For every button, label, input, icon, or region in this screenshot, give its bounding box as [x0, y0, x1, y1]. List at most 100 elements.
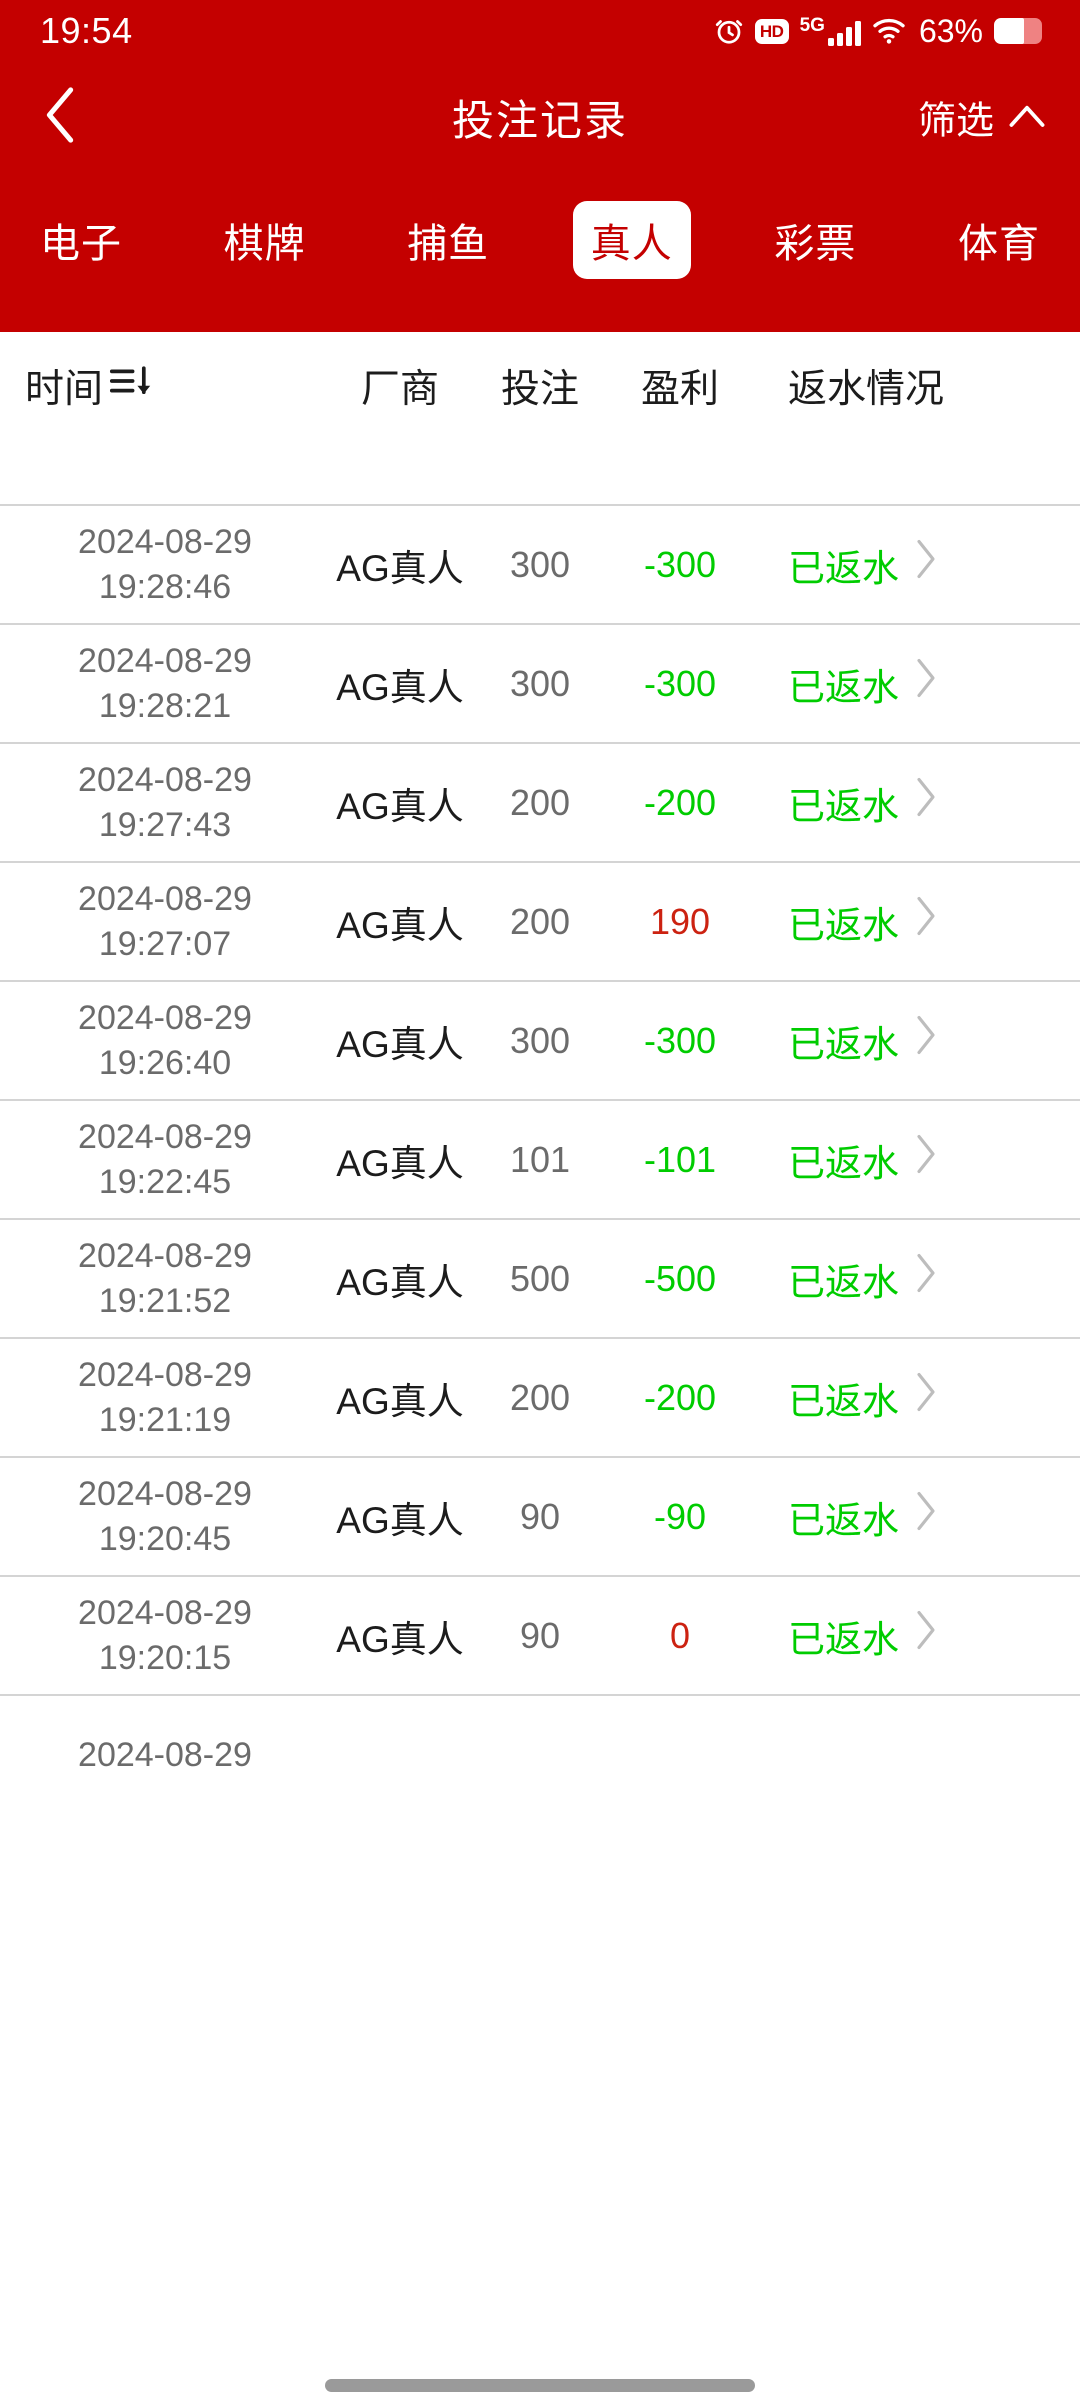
column-header-profit: 盈利	[640, 368, 719, 411]
cell-time-part: 19:28:46	[98, 567, 232, 606]
chevron-right-icon	[915, 1133, 937, 1182]
cell-maker: AG真人	[336, 904, 464, 946]
tab-dianzi[interactable]: 电子	[40, 222, 122, 266]
cell-profit: -101	[643, 1138, 717, 1180]
chevron-right-icon	[915, 1014, 937, 1063]
cell-profit: 190	[649, 900, 711, 942]
cell-rebate-status[interactable]: 已返水	[750, 1609, 1080, 1663]
column-header-rebate: 返水情况	[788, 368, 945, 411]
chevron-right-icon	[915, 657, 937, 706]
cell-profit: -200	[643, 1376, 717, 1418]
cell-time: 2024-08-29 19:21:19	[0, 1353, 330, 1443]
cell-profit: -500	[643, 1257, 717, 1299]
battery-percent-label: 63%	[918, 13, 983, 49]
cell-bet-amount: 200	[509, 1376, 571, 1418]
table-row[interactable]: 2024-08-29 19:26:40 AG真人 300 -300 已返水	[0, 982, 1080, 1101]
battery-icon	[994, 18, 1042, 44]
status-badge: 已返水	[788, 1023, 899, 1065]
cell-time: 2024-08-29 19:21:52	[0, 1234, 330, 1324]
cell-date-part: 2024-08-29	[78, 1736, 252, 1775]
table-row[interactable]: 2024-08-29 19:22:45 AG真人 101 -101 已返水	[0, 1101, 1080, 1220]
table-row[interactable]: 2024-08-29 19:27:07 AG真人 200 190 已返水	[0, 863, 1080, 982]
table-row[interactable]: 2024-08-29 19:27:43 AG真人 200 -200 已返水	[0, 744, 1080, 863]
cell-date-part: 2024-08-29	[78, 1593, 252, 1632]
column-header-bet: 投注	[500, 368, 579, 411]
cell-time: 2024-08-29 19:20:45	[0, 1472, 330, 1562]
cell-time: 2024-08-29	[0, 1733, 330, 1778]
back-button[interactable]	[26, 82, 96, 152]
table-row[interactable]: 2024-08-29 19:28:21 AG真人 300 -300 已返水	[0, 625, 1080, 744]
cell-maker: AG真人	[336, 785, 464, 827]
tab-qipai[interactable]: 棋牌	[223, 222, 306, 266]
status-badge: 已返水	[788, 666, 899, 708]
status-badge: 已返水	[788, 1142, 899, 1184]
table-row[interactable]: 19:29:35	[0, 440, 1080, 506]
cell-time: 2024-08-29 19:28:46	[0, 520, 330, 610]
cell-rebate-status[interactable]: 已返水	[750, 1014, 1080, 1068]
cell-rebate-status[interactable]: 已返水	[750, 1252, 1080, 1306]
cell-rebate-status[interactable]: 已返水	[750, 895, 1080, 949]
category-tabs: 电子 棋牌 捕鱼 真人 彩票 体育	[0, 190, 1080, 290]
cell-time-part: 19:20:45	[98, 1519, 232, 1558]
cell-maker: AG真人	[336, 1618, 464, 1660]
cell-date-part: 2024-08-29	[78, 1117, 252, 1156]
cell-time-part: 19:21:19	[98, 1400, 232, 1439]
status-badge: 已返水	[788, 1499, 899, 1541]
cell-bet-amount: 90	[519, 1614, 561, 1656]
cell-time: 2024-08-29 19:22:45	[0, 1115, 330, 1205]
cell-date-part: 2024-08-29	[78, 998, 252, 1037]
sort-descending-icon	[107, 361, 155, 411]
cell-date-part: 2024-08-29	[78, 1355, 252, 1394]
chevron-up-icon	[1008, 96, 1046, 139]
tab-tiyu[interactable]: 体育	[957, 222, 1040, 266]
cell-rebate-status[interactable]: 已返水	[750, 1371, 1080, 1425]
tab-caipiao[interactable]: 彩票	[774, 222, 857, 266]
cell-maker: AG真人	[336, 1380, 464, 1422]
cell-time-part: 19:28:21	[98, 686, 232, 725]
tab-zhenren[interactable]: 真人	[572, 201, 691, 279]
cell-profit: -200	[643, 781, 717, 823]
table-row[interactable]: 2024-08-29 19:28:46 AG真人 300 -300 已返水	[0, 506, 1080, 625]
cell-maker: AG真人	[336, 1023, 464, 1065]
cell-date-part: 2024-08-29	[78, 760, 252, 799]
status-bar-clock: 19:54	[40, 10, 133, 51]
cell-bet-amount: 300	[509, 1019, 571, 1061]
chevron-right-icon	[915, 1609, 937, 1658]
table-row[interactable]: 2024-08-29 19:20:15 AG真人 90 0 已返水	[0, 1577, 1080, 1696]
chevron-left-icon	[43, 86, 79, 149]
cell-profit: -300	[643, 662, 717, 704]
signal-bars-icon	[827, 21, 861, 46]
filter-button[interactable]: 筛选	[918, 90, 1046, 145]
table-row[interactable]: 2024-08-29 19:21:52 AG真人 500 -500 已返水	[0, 1220, 1080, 1339]
table-row[interactable]: 2024-08-29 19:21:19 AG真人 200 -200 已返水	[0, 1339, 1080, 1458]
alarm-clock-icon	[714, 16, 744, 46]
cell-time: 2024-08-29 19:26:40	[0, 996, 330, 1086]
cell-rebate-status[interactable]: 已返水	[750, 657, 1080, 711]
cell-bet-amount: 101	[509, 1138, 571, 1180]
cell-bet-amount: 500	[509, 1257, 571, 1299]
cell-rebate-status[interactable]: 已返水	[750, 776, 1080, 830]
cell-time: 2024-08-29 19:27:07	[0, 877, 330, 967]
table-row[interactable]: 2024-08-29	[0, 1696, 1080, 1815]
tab-buyu[interactable]: 捕鱼	[407, 222, 490, 266]
cell-time-part: 19:20:15	[98, 1638, 232, 1677]
bet-record-list[interactable]: 19:29:35 2024-08-29 19:28:46 AG真人 300 -300 已返水…	[0, 440, 1080, 2408]
gesture-nav-pill[interactable]	[325, 2379, 755, 2392]
wifi-icon	[872, 17, 906, 45]
chevron-right-icon	[915, 1490, 937, 1539]
cell-rebate-status[interactable]: 已返水	[750, 1490, 1080, 1544]
cell-time: 2024-08-29 19:20:15	[0, 1591, 330, 1681]
table-row[interactable]: 2024-08-29 19:20:45 AG真人 90 -90 已返水	[0, 1458, 1080, 1577]
cell-maker: AG真人	[336, 1499, 464, 1541]
cell-maker: AG真人	[336, 547, 464, 589]
chevron-right-icon	[915, 1252, 937, 1301]
column-header-time[interactable]: 时间	[0, 358, 330, 414]
cell-rebate-status[interactable]: 已返水	[750, 1133, 1080, 1187]
status-bar-icons: HD 5G 63%	[714, 15, 1042, 47]
cell-time: 19:29:35	[0, 440, 330, 445]
cell-bet-amount: 200	[509, 781, 571, 823]
cell-rebate-status[interactable]: 已返水	[750, 538, 1080, 592]
network-type-label: 5G	[799, 15, 825, 36]
status-badge: 已返水	[788, 904, 899, 946]
